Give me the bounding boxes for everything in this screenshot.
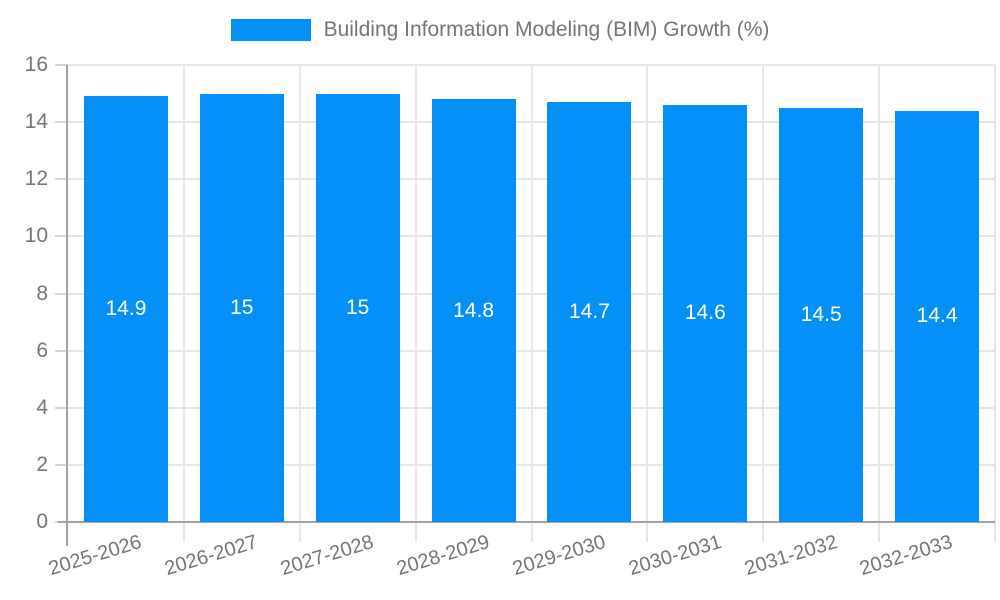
y-axis-tick-label: 8 bbox=[36, 281, 48, 305]
bar-value-label: 14.6 bbox=[684, 301, 726, 325]
bar-2032-2033[interactable]: 14.4 bbox=[895, 110, 980, 522]
legend-swatch bbox=[230, 19, 311, 41]
bar-value-label: 14.9 bbox=[105, 297, 147, 321]
y-axis-tick-label: 6 bbox=[36, 338, 48, 362]
gridline-v bbox=[646, 65, 649, 542]
gridline-v bbox=[878, 65, 881, 542]
bar-2026-2027[interactable]: 15 bbox=[199, 93, 284, 522]
bar-2029-2030[interactable]: 14.7 bbox=[547, 102, 632, 522]
gridline-v bbox=[182, 65, 185, 542]
x-axis-tick-label: 2027-2028 bbox=[278, 531, 377, 581]
x-axis-tick-label: 2029-2030 bbox=[509, 531, 608, 581]
y-axis-tick bbox=[55, 64, 68, 66]
y-axis-tick bbox=[55, 349, 68, 352]
legend-label: Building Information Modeling (BIM) Grow… bbox=[323, 18, 770, 41]
x-axis-line bbox=[58, 521, 995, 523]
bar-2031-2032[interactable]: 14.5 bbox=[779, 107, 864, 522]
y-axis-tick bbox=[55, 463, 68, 466]
y-axis-tick-label: 2 bbox=[36, 452, 48, 476]
x-axis-tick-label: 2026-2027 bbox=[162, 531, 261, 581]
x-axis-tick-label: 2025-2026 bbox=[46, 531, 145, 581]
x-axis-tick-label: 2032-2033 bbox=[857, 531, 956, 581]
bar-value-label: 15 bbox=[346, 295, 370, 319]
bar-2028-2029[interactable]: 14.8 bbox=[431, 99, 516, 522]
bar-value-label: 15 bbox=[230, 295, 254, 319]
bar-2030-2031[interactable]: 14.6 bbox=[663, 104, 748, 522]
x-axis-tick-label: 2031-2032 bbox=[741, 531, 840, 581]
bar-2027-2028[interactable]: 15 bbox=[315, 93, 400, 522]
y-axis-tick-label: 12 bbox=[24, 167, 48, 191]
bar-2025-2026[interactable]: 14.9 bbox=[83, 96, 168, 522]
y-axis-tick bbox=[55, 292, 68, 295]
y-axis-line bbox=[66, 65, 68, 546]
y-axis-tick bbox=[55, 235, 68, 238]
y-axis-tick-label: 14 bbox=[24, 110, 48, 134]
gridline-v bbox=[762, 65, 765, 542]
bar-value-label: 14.8 bbox=[453, 298, 494, 322]
x-axis-tick-label: 2028-2029 bbox=[394, 531, 492, 581]
y-axis-tick bbox=[55, 406, 68, 409]
y-axis-tick bbox=[55, 121, 68, 124]
gridline-v bbox=[994, 65, 996, 542]
gridline-v bbox=[530, 65, 533, 542]
y-axis-tick-label: 4 bbox=[36, 395, 48, 419]
y-axis-tick-label: 16 bbox=[24, 53, 48, 76]
x-axis-tick-label: 2030-2031 bbox=[625, 531, 724, 581]
y-axis-tick bbox=[55, 178, 68, 181]
y-axis-tick-label: 10 bbox=[24, 224, 48, 248]
bar-value-label: 14.5 bbox=[800, 302, 842, 326]
bar-value-label: 14.4 bbox=[916, 304, 958, 328]
bar-value-label: 14.7 bbox=[569, 300, 610, 324]
gridline-v bbox=[414, 65, 417, 542]
chart-legend[interactable]: Building Information Modeling (BIM) Grow… bbox=[0, 18, 1000, 42]
y-axis-tick-label: 0 bbox=[36, 510, 48, 533]
gridline-v bbox=[298, 65, 301, 542]
